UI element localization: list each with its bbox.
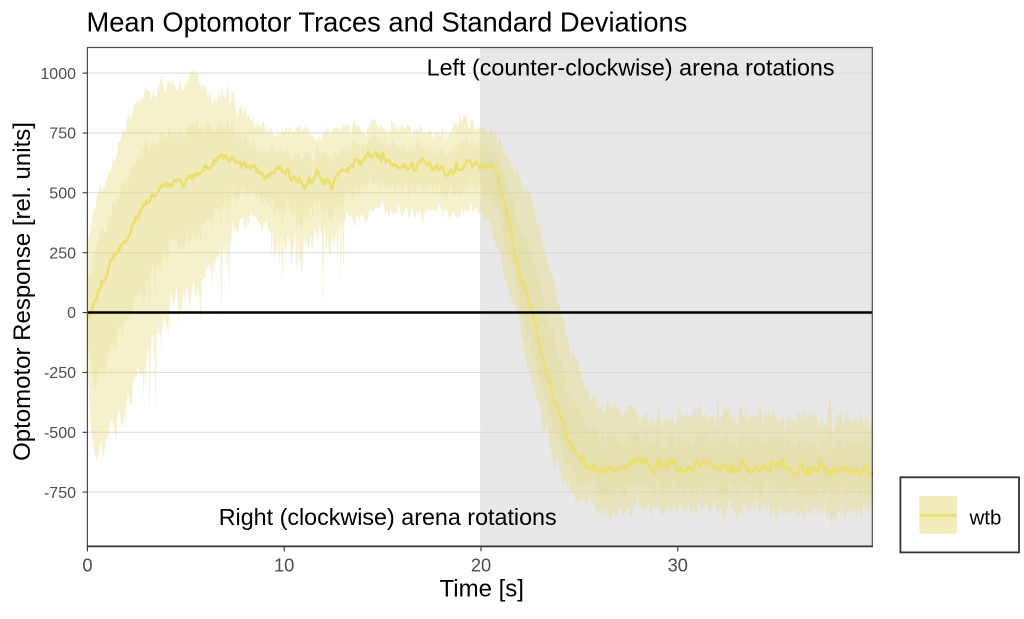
svg-text:10: 10: [274, 554, 294, 575]
svg-text:Time [s]: Time [s]: [439, 576, 523, 603]
svg-text:1000: 1000: [40, 66, 76, 83]
svg-text:wtb: wtb: [969, 506, 1002, 529]
svg-text:750: 750: [49, 126, 76, 143]
svg-text:Optomotor Response [rel. units: Optomotor Response [rel. units]: [9, 122, 36, 461]
svg-text:250: 250: [49, 245, 76, 262]
svg-text:Left (counter-clockwise) arena: Left (counter-clockwise) arena rotations: [427, 54, 835, 80]
svg-text:-500: -500: [44, 425, 76, 442]
svg-text:0: 0: [82, 554, 92, 575]
svg-text:-750: -750: [44, 485, 76, 502]
svg-text:500: 500: [49, 186, 76, 203]
svg-text:-250: -250: [44, 365, 76, 382]
svg-text:30: 30: [668, 554, 688, 575]
svg-text:0: 0: [67, 305, 76, 322]
svg-text:Right (clockwise) arena rotati: Right (clockwise) arena rotations: [219, 504, 557, 530]
svg-text:Mean Optomotor Traces and Stan: Mean Optomotor Traces and Standard Devia…: [87, 7, 688, 38]
svg-text:20: 20: [471, 554, 491, 575]
